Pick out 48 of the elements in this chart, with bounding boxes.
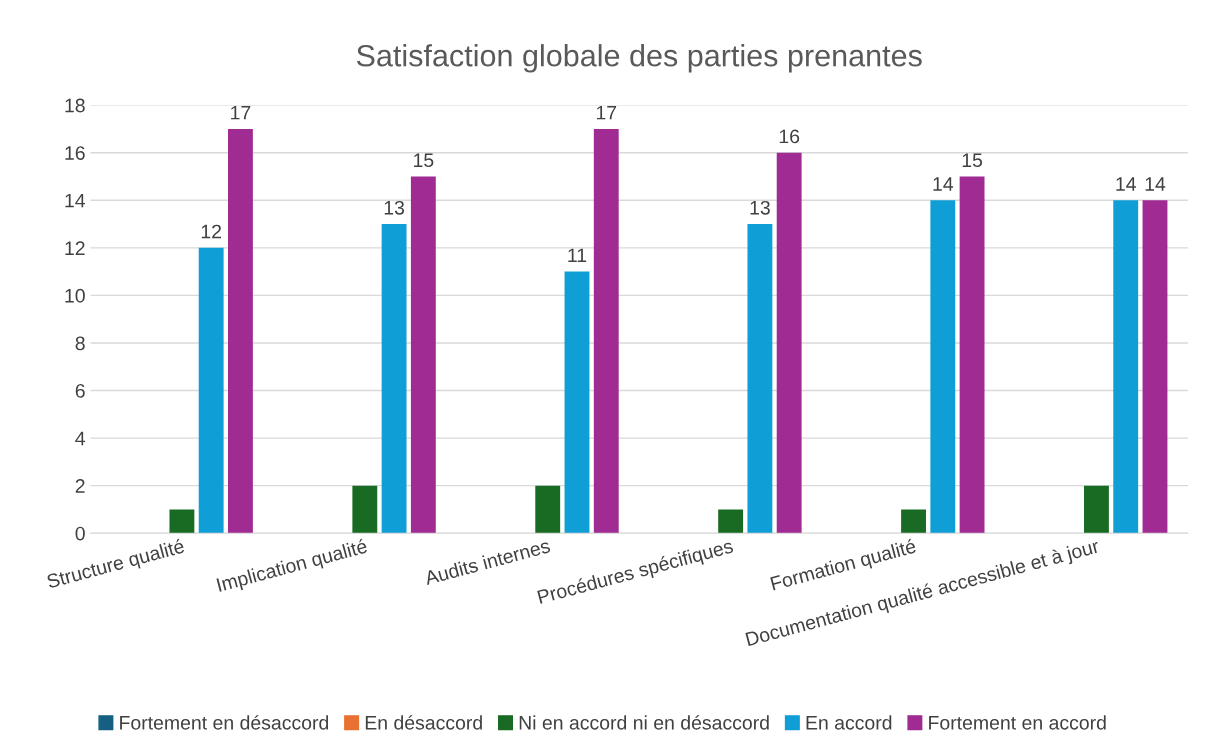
bar [1113, 200, 1139, 534]
bar [228, 128, 253, 534]
bar [410, 176, 436, 534]
data-label: 15 [414, 153, 434, 168]
bar [593, 128, 619, 534]
data-label: 14 [1145, 177, 1166, 191]
y-tick-label: 4 [75, 431, 86, 446]
bar [535, 485, 561, 534]
bar [776, 152, 802, 534]
chart-title: Satisfaction globale des parties prenantes [356, 44, 922, 73]
legend-label: En désaccord [365, 715, 482, 730]
y-tick-label: 14 [65, 193, 86, 208]
bar [1084, 485, 1109, 534]
legend-label: En accord [806, 715, 892, 730]
bar [169, 509, 195, 534]
bar [901, 509, 926, 534]
bar [352, 485, 378, 534]
y-tick-label: 18 [65, 98, 85, 113]
y-tick-label: 8 [75, 336, 85, 351]
bar [747, 224, 773, 534]
data-label: 13 [384, 200, 405, 215]
data-label: 13 [750, 200, 770, 215]
y-tick-label: 2 [75, 479, 85, 493]
bar [564, 271, 590, 534]
bar [198, 247, 224, 534]
data-label: 17 [596, 105, 617, 120]
bar [381, 224, 407, 534]
bar [718, 509, 744, 534]
data-label: 17 [231, 105, 251, 120]
data-label: 12 [201, 224, 222, 239]
y-tick-label: 16 [65, 146, 85, 160]
bar [959, 176, 985, 534]
data-label: 15 [962, 153, 983, 168]
y-tick-label: 0 [75, 526, 85, 541]
data-label: 14 [1116, 177, 1136, 191]
y-tick-label: 12 [65, 241, 85, 255]
x-tick-label: Audits internes [423, 538, 551, 586]
legend-label: Ni en accord ni en désaccord [519, 715, 769, 730]
data-label: 14 [933, 177, 954, 191]
x-tick-label: Implication qualité [216, 538, 369, 596]
data-label: 11 [568, 248, 587, 263]
data-label: 16 [779, 129, 800, 144]
bar [1142, 200, 1168, 534]
legend-label: Fortement en accord [929, 715, 1106, 730]
y-tick-label: 10 [65, 288, 85, 303]
legend-label: Fortement en désaccord [120, 715, 329, 730]
bar [930, 200, 956, 534]
y-tick-label: 6 [75, 383, 85, 398]
